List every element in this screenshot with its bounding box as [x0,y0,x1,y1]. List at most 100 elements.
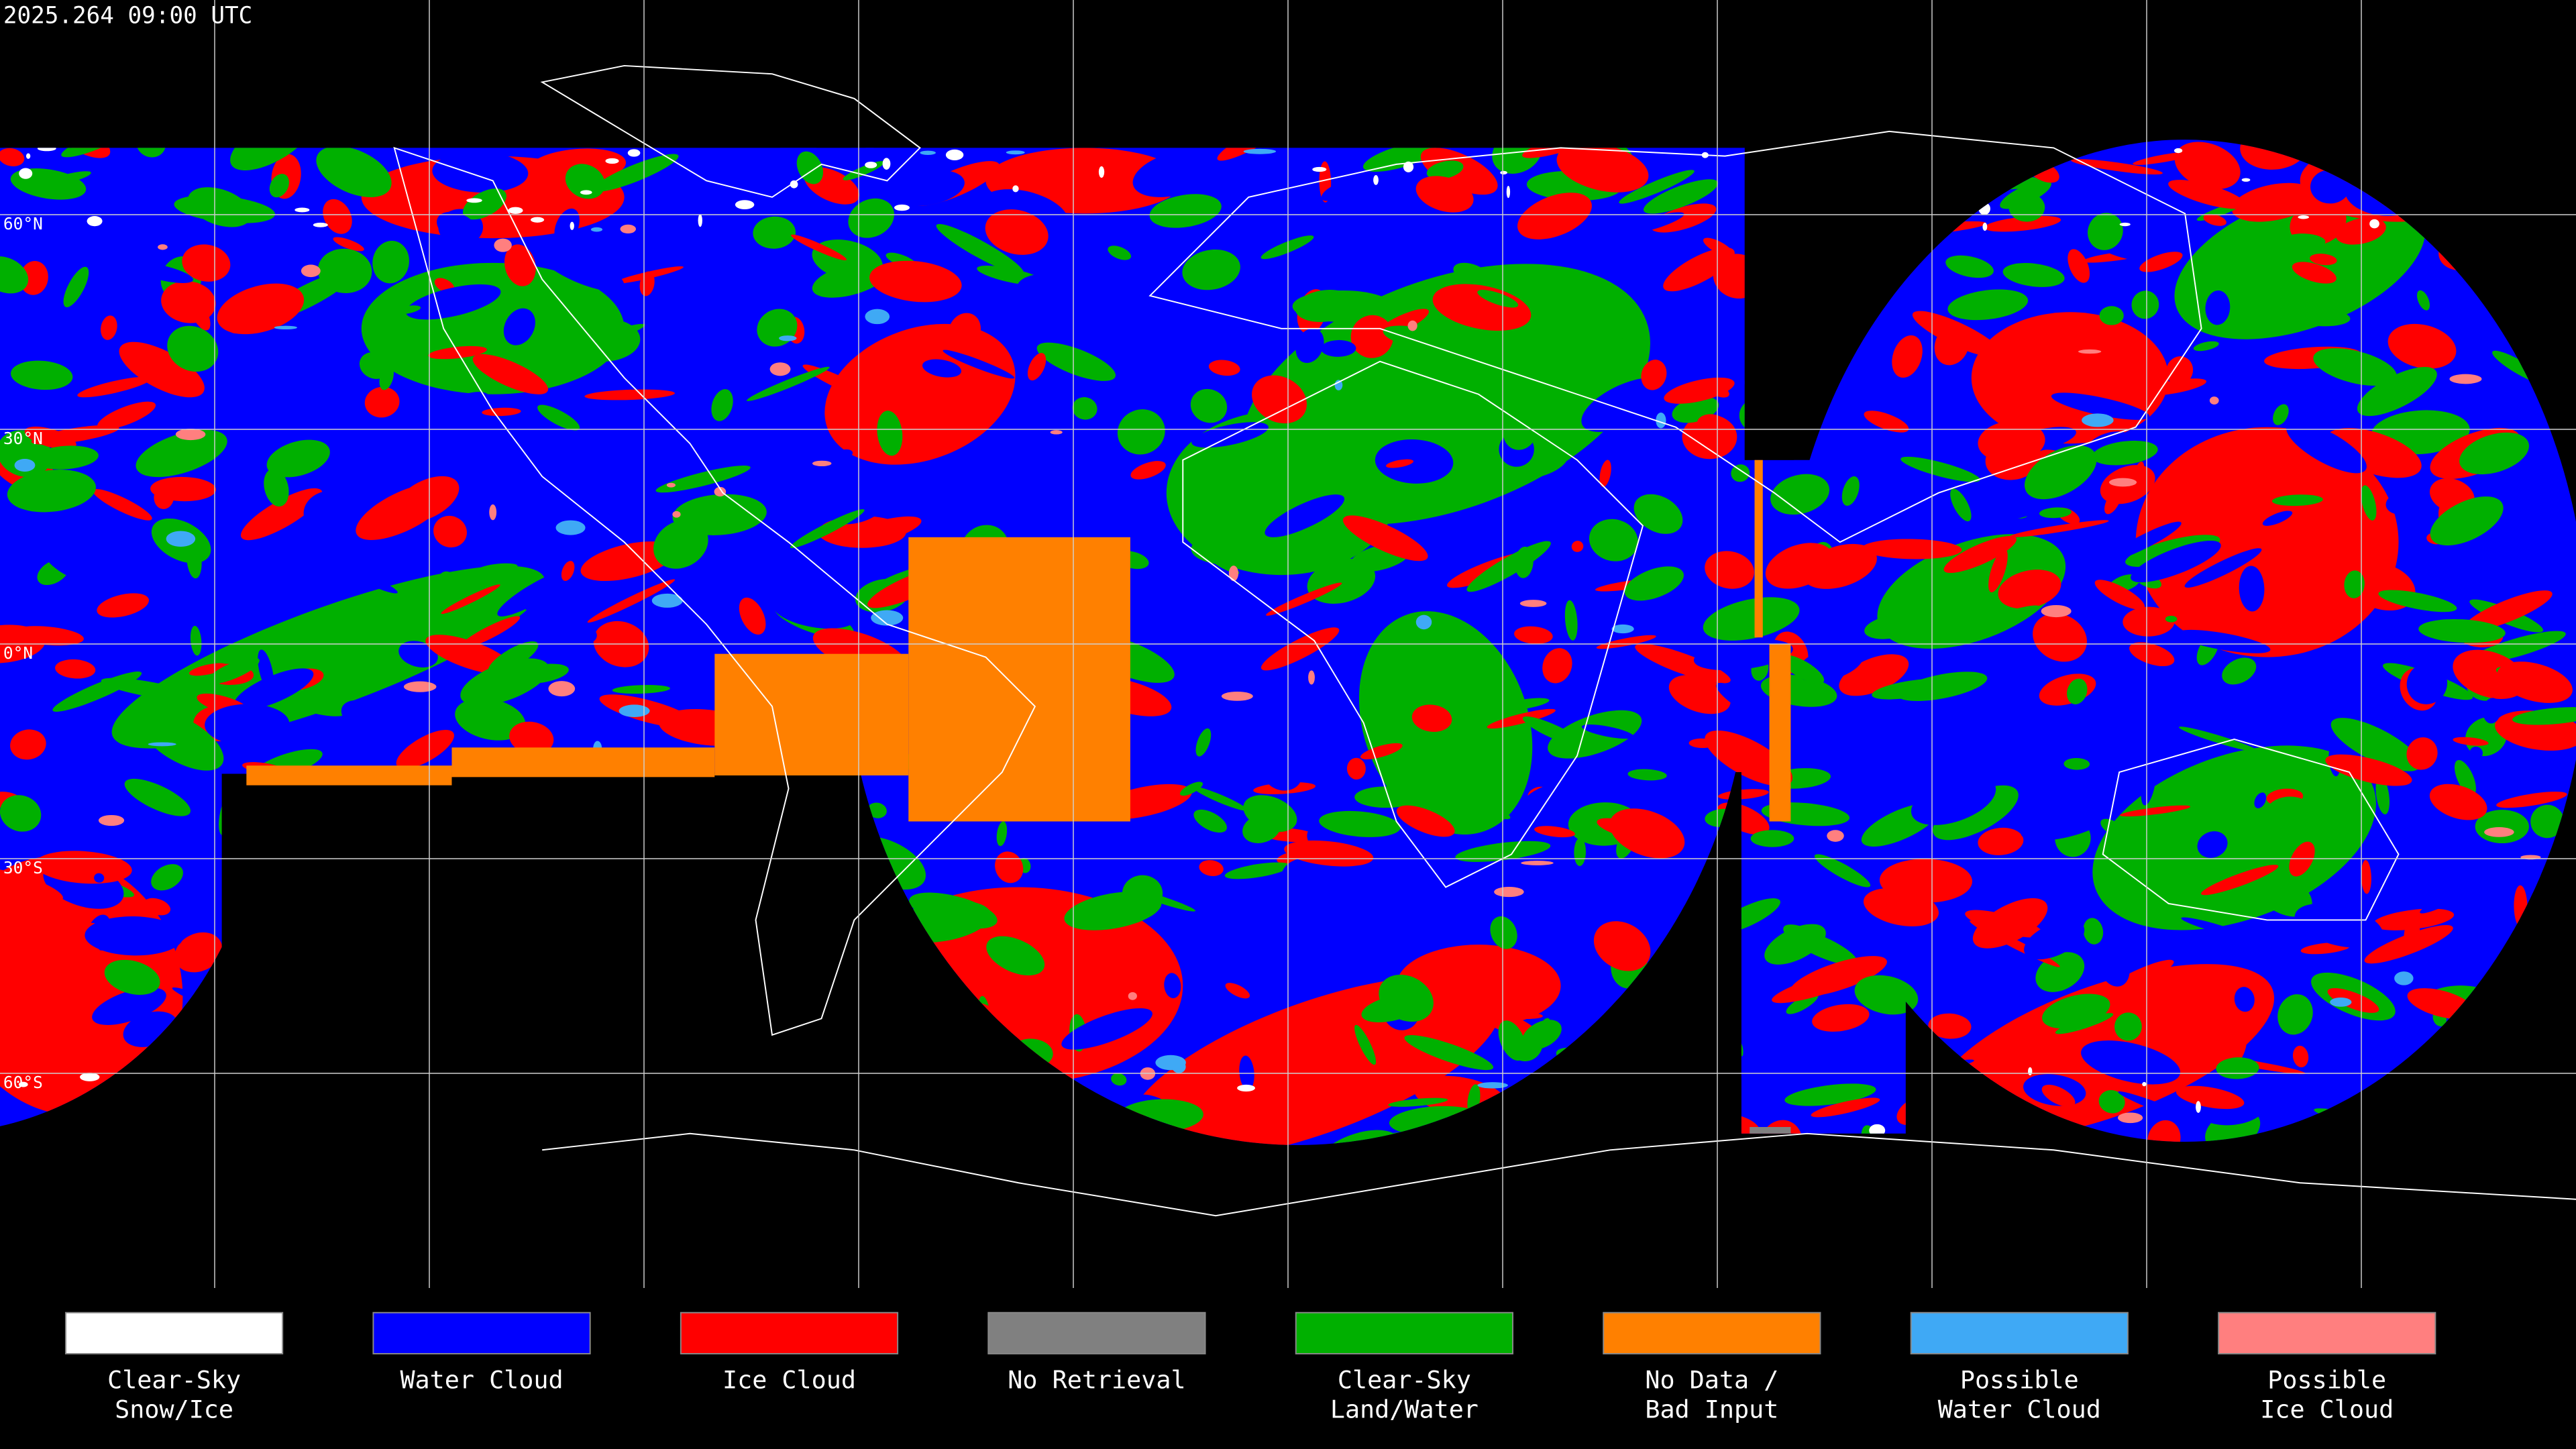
cloud-patch [1525,773,1603,804]
cloud-patch [753,216,796,249]
cloud-patch [1862,539,1962,559]
cloud-patch [2406,663,2448,704]
cloud-patch [93,488,152,521]
cloud-patch [1548,710,1642,759]
cloud-patch [494,238,512,252]
cloud-patch [1571,541,1584,552]
cloud-patch [1354,786,1418,808]
cloud-patch [790,180,798,189]
cloud-patch [1943,536,2017,574]
cloud-patch [167,325,219,372]
cloud-patch [2161,888,2179,914]
cloud-patch [1404,1035,1494,1071]
cloud-patch [1179,782,1203,796]
cloud-patch [2231,182,2316,222]
cloud-patch [2530,804,2565,839]
cloud-patch [1521,861,1554,865]
legend-label: No Data / [1645,1365,1778,1394]
cloud-patch [2165,615,2178,623]
cloud-patch [1599,460,1611,488]
cloud-patch [2183,276,2246,292]
cloud-patch [1934,324,1970,366]
cloud-patch [2254,792,2267,808]
legend-label: Clear-Sky [1338,1365,1471,1394]
cloud-patch [2168,180,2247,209]
cloud-patch [140,710,224,771]
cloud-patch [590,227,603,232]
cloud-patch [1581,378,1669,432]
cloud-patch [1682,415,1737,460]
cloud-patch [91,218,131,258]
cloud-patch [1237,1084,1256,1092]
cloud-patch [92,987,166,1025]
cloud-patch [871,610,904,626]
cloud-patch [1128,991,1137,1000]
cloud-patch [2147,1120,2181,1145]
cloud-patch [1243,148,1277,154]
cloud-patch [2082,413,2114,427]
cloud-patch [2083,918,2104,945]
cloud-patch [2099,306,2124,325]
cloud-patch [1841,476,1860,506]
cloud-patch [593,154,679,192]
cloud-patch [1354,1024,1377,1065]
cloud-patch [0,148,25,166]
cloud-patch [1519,600,1547,607]
cloud-patch [10,729,46,760]
cloud-patch [2310,254,2337,266]
cloud-patch [1155,1055,1186,1071]
cloud-patch [2196,1101,2201,1113]
cloud-patch [18,1081,28,1087]
cloud-patch [1892,335,1923,378]
cloud-patch [1260,627,1340,671]
cloud-patch [158,244,168,250]
cloud-patch [865,161,877,168]
cloud-patch [580,541,676,582]
cloud-patch [1228,566,1239,582]
cloud-patch [2108,478,2137,487]
cloud-patch [2234,987,2255,1012]
cloud-patch [1006,150,1025,155]
cloud-patch [2484,827,2514,837]
legend-label: Water Cloud [1938,1395,2101,1424]
cloud-patch [1350,315,1394,358]
cloud-patch [639,271,655,297]
cloud-patch [1111,1073,1127,1086]
cloud-patch [1984,215,2061,232]
cloud-patch [1589,519,1638,561]
cloud-patch [433,515,467,548]
cloud-patch [1194,501,1252,525]
cloud-patch [1624,212,1684,234]
cloud-patch [272,464,290,472]
cloud-patch [14,459,36,472]
cloud-patch [301,264,321,278]
cloud-patch [2394,971,2414,985]
cloud-patch [711,389,733,421]
cloud-patch [1221,692,1253,701]
cloud-patch [1411,704,1452,732]
cloud-patch [1477,290,1519,308]
cloud-patch [403,681,437,692]
cloud-patch [1570,329,1633,345]
cloud-patch [2387,323,2457,369]
cloud-patch [1517,193,1592,239]
cloud-patch [488,641,539,674]
cloud-patch [1812,1004,1870,1032]
cloud-patch [2092,440,2158,466]
legend-label: Possible [2267,1365,2386,1394]
cloud-patch [1593,921,1651,971]
cloud-patch [364,386,400,418]
cloud-patch [1814,854,1871,888]
cloud-patch [2008,193,2045,222]
cloud-patch [394,305,421,315]
cloud-patch [323,199,352,234]
cloud-patch [1239,168,1297,193]
cloud-patch [1190,388,1228,423]
cloud-patch [77,376,152,398]
cloud-patch [1506,185,1511,199]
cloud-patch [333,237,364,252]
cloud-patch [1864,614,1921,639]
cloud-patch [1652,862,1699,908]
cloud-patch [1295,328,1324,364]
cloud-patch [1193,809,1227,833]
